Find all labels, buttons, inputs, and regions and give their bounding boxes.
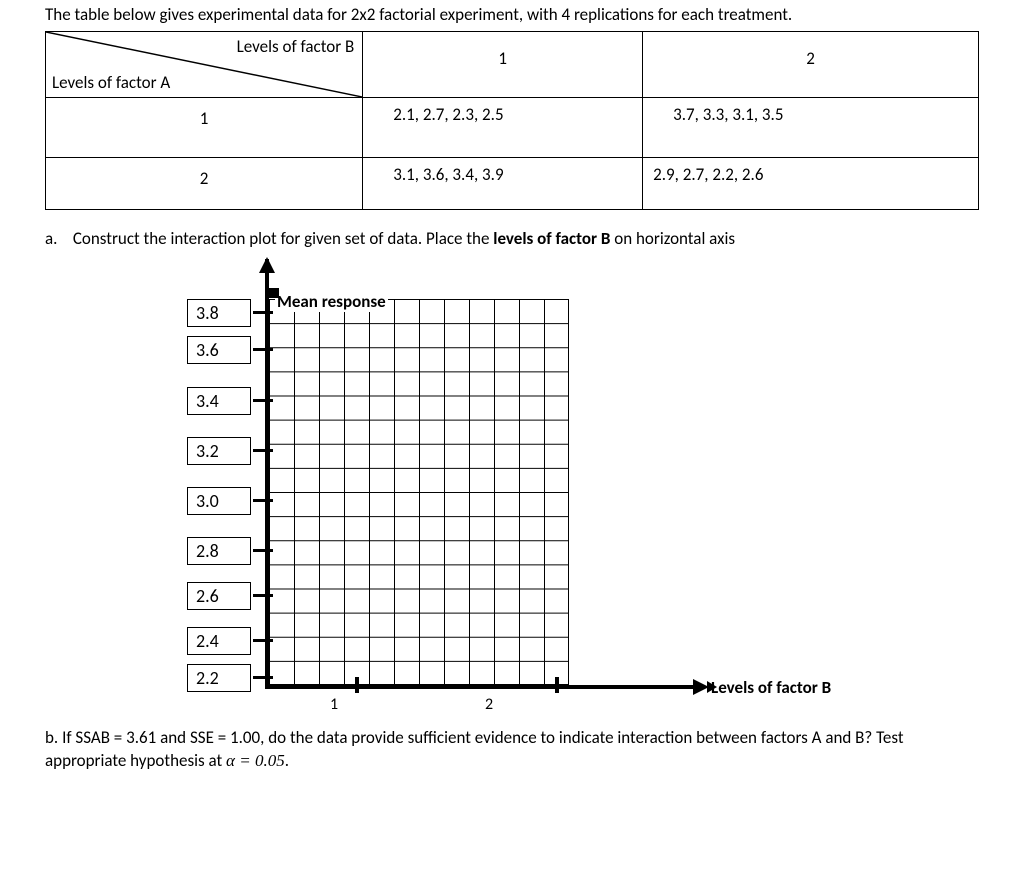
x-axis-label: Levels of factor B bbox=[711, 677, 831, 698]
y-tick-label: 2.6 bbox=[187, 582, 251, 610]
col-header-2: 2 bbox=[643, 32, 979, 98]
qb-line2-pre: appropriate hypothesis at bbox=[45, 750, 222, 771]
y-tick-mark bbox=[253, 549, 273, 552]
qb-period: . bbox=[285, 750, 289, 771]
y-tick-label: 3.0 bbox=[187, 487, 251, 515]
qa-letter: a. bbox=[45, 228, 69, 249]
y-tick-label: 3.2 bbox=[187, 437, 251, 465]
qa-text-pre: Construct the interaction plot for given… bbox=[73, 228, 493, 249]
table-header-row: Levels of factor B Levels of factor A 1 … bbox=[46, 32, 979, 98]
y-tick-label: 2.8 bbox=[187, 537, 251, 565]
cell-a1-b2: 3.7, 3.3, 3.1, 3.5 bbox=[643, 98, 979, 158]
qa-text-bold: levels of factor B bbox=[493, 228, 610, 249]
interaction-plot: Mean response 3.8 3.6 3.4 3.2 3.0 2.8 2.… bbox=[175, 259, 895, 719]
cell-a2-b2: 2.9, 2.7, 2.2, 2.6 bbox=[643, 158, 979, 210]
y-tick-mark bbox=[253, 311, 273, 314]
row-label: 1 bbox=[46, 98, 363, 158]
y-tick-mark bbox=[253, 499, 273, 502]
y-tick-label: 3.8 bbox=[187, 299, 251, 327]
y-tick-mark bbox=[253, 348, 273, 351]
col-header-1: 1 bbox=[363, 32, 643, 98]
x-tick-mark bbox=[355, 677, 359, 693]
corner-lower-label: Levels of factor A bbox=[52, 72, 170, 93]
y-tick-mark bbox=[253, 639, 273, 642]
question-b: b. If SSAB = 3.61 and SSE = 1.00, do the… bbox=[45, 727, 979, 773]
qb-line1: b. If SSAB = 3.61 and SSE = 1.00, do the… bbox=[45, 727, 904, 748]
x-tick-label: 1 bbox=[330, 695, 338, 714]
table-row: 1 2.1, 2.7, 2.3, 2.5 3.7, 3.3, 3.1, 3.5 bbox=[46, 98, 979, 158]
y-tick-label: 3.6 bbox=[187, 336, 251, 364]
data-table: Levels of factor B Levels of factor A 1 … bbox=[45, 31, 979, 210]
y-tick-mark bbox=[253, 449, 273, 452]
plot-grid bbox=[269, 299, 569, 685]
intro-text: The table below gives experimental data … bbox=[45, 4, 979, 25]
y-tick-label: 3.4 bbox=[187, 387, 251, 415]
alpha-expression: α = 0.05 bbox=[226, 751, 285, 770]
y-tick-mark bbox=[253, 399, 273, 402]
cell-a2-b1: 3.1, 3.6, 3.4, 3.9 bbox=[363, 158, 643, 210]
y-axis-label: Mean response bbox=[275, 291, 388, 312]
x-tick-label: 2 bbox=[485, 695, 493, 714]
y-tick-mark bbox=[253, 676, 273, 679]
cell-a1-b1: 2.1, 2.7, 2.3, 2.5 bbox=[363, 98, 643, 158]
x-axis bbox=[265, 685, 695, 689]
y-tick-label: 2.4 bbox=[187, 627, 251, 655]
corner-upper-label: Levels of factor B bbox=[237, 36, 355, 57]
question-a: a. Construct the interaction plot for gi… bbox=[45, 228, 979, 249]
y-tick-mark bbox=[253, 594, 273, 597]
table-row: 2 3.1, 3.6, 3.4, 3.9 2.9, 2.7, 2.2, 2.6 bbox=[46, 158, 979, 210]
y-tick-label: 2.2 bbox=[187, 664, 251, 692]
x-tick-mark bbox=[555, 677, 559, 693]
qa-text-post: on horizontal axis bbox=[610, 228, 735, 249]
corner-cell: Levels of factor B Levels of factor A bbox=[46, 32, 363, 98]
row-label: 2 bbox=[46, 158, 363, 210]
